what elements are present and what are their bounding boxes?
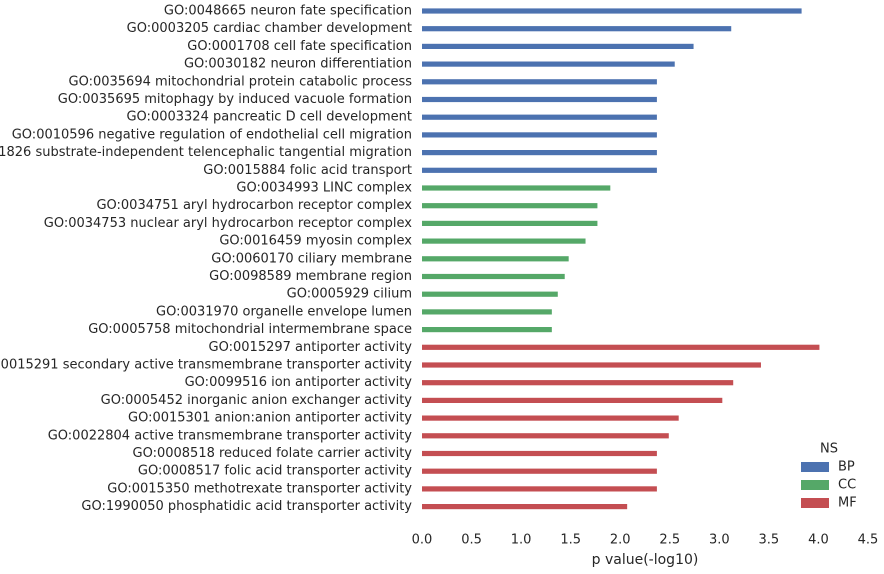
category-label: GO:0015884 folic acid transport [203, 163, 412, 178]
x-tick-label: 3.5 [759, 533, 780, 548]
category-label: GO:0021826 substrate-independent telence… [0, 145, 412, 160]
legend-swatch-bp [801, 462, 829, 472]
bar-go-0008517 [422, 468, 657, 474]
bar-go-0016459 [422, 238, 586, 244]
category-label: GO:0015350 methotrexate transporter acti… [107, 481, 412, 496]
bar-go-1990050 [422, 504, 628, 510]
x-tick-label: 3.0 [709, 533, 730, 548]
category-label: GO:0035695 mitophagy by induced vacuole … [58, 92, 412, 107]
x-tick-label: 1.0 [511, 533, 532, 548]
category-label: GO:0030182 neuron differentiation [184, 57, 412, 72]
bar-go-0021826 [422, 150, 657, 156]
bar-go-0034993 [422, 185, 611, 191]
category-label: GO:0031970 organelle envelope lumen [156, 304, 412, 319]
x-tick-label: 4.0 [808, 533, 829, 548]
category-label: GO:0010596 negative regulation of endoth… [12, 127, 412, 142]
bar-go-0003324 [422, 114, 657, 120]
category-label: GO:0001708 cell fate specification [187, 39, 412, 54]
bar-go-0015297 [422, 344, 820, 350]
legend-title: NS [820, 442, 838, 457]
x-axis-title: p value(-log10) [592, 552, 699, 568]
category-label: GO:0016459 myosin complex [219, 234, 412, 249]
bar-go-0010596 [422, 132, 657, 138]
bar-go-0031970 [422, 309, 552, 315]
x-tick-label: 0.0 [412, 533, 433, 548]
legend-swatch-cc [801, 480, 829, 490]
category-label: GO:0015291 secondary active transmembran… [0, 358, 412, 373]
bar-go-0034751 [422, 203, 598, 209]
category-label: GO:0022804 active transmembrane transpor… [48, 428, 413, 443]
bar-go-0003205 [422, 26, 732, 32]
legend-label-mf: MF [838, 496, 857, 511]
category-label: GO:0008517 folic acid transporter activi… [138, 464, 412, 479]
x-tick-label: 4.5 [858, 533, 879, 548]
legend-label-bp: BP [838, 460, 855, 475]
bar-go-0008518 [422, 450, 657, 457]
category-label: GO:0034751 aryl hydrocarbon receptor com… [96, 198, 412, 213]
category-label: GO:1990050 phosphatidic acid transporter… [81, 499, 412, 514]
category-label: GO:0015301 anion:anion antiporter activi… [128, 411, 412, 426]
bar-go-0015884 [422, 167, 657, 173]
bar-go-0015291 [422, 362, 761, 368]
bar-go-0035695 [422, 96, 657, 103]
category-label: GO:0034753 nuclear aryl hydrocarbon rece… [44, 216, 413, 231]
bar-go-0060170 [422, 256, 569, 262]
category-label: GO:0060170 ciliary membrane [211, 251, 412, 266]
category-label: GO:0005758 mitochondrial intermembrane s… [88, 322, 412, 337]
legend-swatch-mf [801, 498, 829, 508]
bar-go-0005758 [422, 327, 552, 333]
bar-go-0034753 [422, 220, 598, 226]
x-tick-label: 0.5 [461, 533, 482, 548]
bar-go-0098589 [422, 273, 565, 280]
category-label: GO:0005929 cilium [287, 287, 412, 302]
category-label: GO:0003205 cardiac chamber development [127, 21, 412, 36]
category-label: GO:0015297 antiporter activity [209, 340, 413, 355]
bar-go-0015301 [422, 415, 679, 421]
bar-go-0001708 [422, 43, 694, 49]
category-label: GO:0034993 LINC complex [236, 181, 412, 196]
category-label: GO:0048665 neuron fate specification [164, 4, 412, 19]
bar-go-0030182 [422, 61, 675, 67]
bar-go-0035694 [422, 79, 657, 85]
category-label: GO:0005452 inorganic anion exchanger act… [101, 393, 413, 408]
category-label: GO:0098589 membrane region [209, 269, 412, 284]
category-label: GO:0008518 reduced folate carrier activi… [133, 446, 413, 461]
category-label: GO:0035694 mitochondrial protein catabol… [69, 74, 413, 89]
legend-label-cc: CC [838, 478, 856, 493]
category-label: GO:0099516 ion antiporter activity [185, 375, 413, 390]
x-tick-label: 2.5 [659, 533, 680, 548]
category-label: GO:0003324 pancreatic D cell development [126, 110, 412, 125]
x-tick-label: 2.0 [610, 533, 631, 548]
bar-go-0005452 [422, 397, 723, 403]
bar-go-0022804 [422, 433, 669, 439]
bar-go-0048665 [422, 8, 802, 14]
x-tick-label: 1.5 [560, 533, 581, 548]
bar-go-0099516 [422, 380, 734, 386]
bar-go-0005929 [422, 291, 558, 297]
bar-go-0015350 [422, 486, 657, 492]
